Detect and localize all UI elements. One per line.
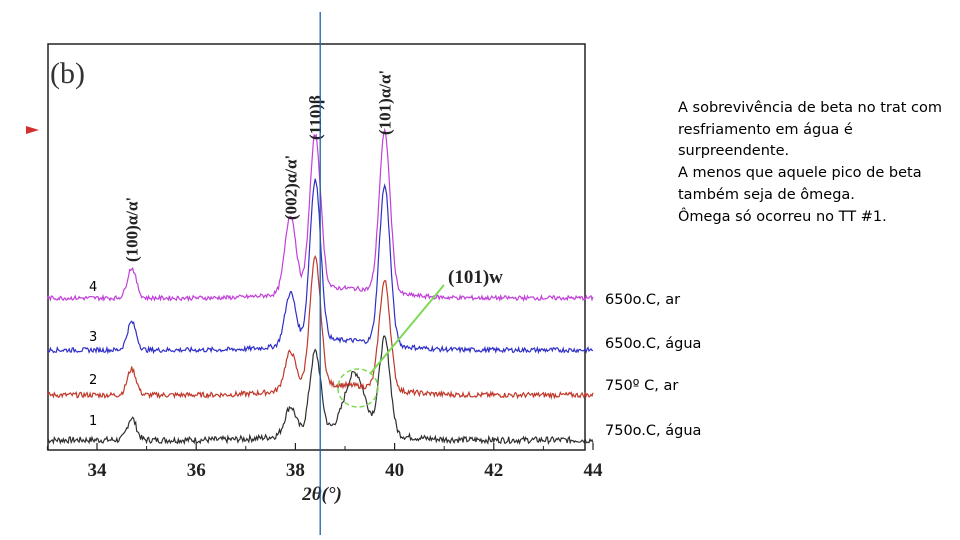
condition-label-1: 750o.C, água bbox=[605, 423, 702, 439]
condition-label-2: 750º C, ar bbox=[605, 378, 679, 394]
omega-annotation: (101)w bbox=[337, 267, 503, 408]
plot-frame bbox=[47, 43, 586, 451]
series-number-4: 4 bbox=[89, 280, 98, 295]
x-axis: 34 36 38 40 42 44 bbox=[46, 443, 604, 481]
peak-label: (002)α/α' bbox=[281, 155, 300, 220]
peak-labels: (100)α/α' (002)α/α' (110)β (101)α/α' bbox=[123, 70, 395, 262]
series-number-1: 1 bbox=[89, 414, 98, 429]
x-tick-label: 44 bbox=[584, 460, 604, 481]
series-number-3: 3 bbox=[89, 330, 98, 345]
peak-label: (100)α/α' bbox=[123, 197, 142, 262]
x-tick-label: 42 bbox=[484, 460, 503, 481]
panel-label: (b) bbox=[50, 57, 85, 90]
omega-peak-circle bbox=[337, 368, 379, 408]
x-tick-label: 38 bbox=[286, 460, 305, 481]
red-triangle-marker-icon bbox=[26, 126, 39, 134]
peak-label: (101)α/α' bbox=[376, 70, 395, 135]
x-tick-label: 40 bbox=[385, 460, 404, 481]
series-number-2: 2 bbox=[89, 373, 98, 388]
condition-label-4: 650o.C, ar bbox=[605, 292, 681, 308]
x-tick-label: 36 bbox=[187, 460, 206, 481]
peak-label: (110)β bbox=[306, 95, 325, 140]
x-axis-label: 2θ(°) bbox=[301, 484, 342, 505]
x-tick-label: 34 bbox=[88, 460, 108, 481]
annotation-text: A sobrevivência de beta no trat com resf… bbox=[678, 100, 943, 225]
omega-arrow bbox=[369, 284, 445, 375]
omega-label: (101)w bbox=[448, 267, 503, 288]
condition-label-3: 650o.C, água bbox=[605, 336, 702, 352]
